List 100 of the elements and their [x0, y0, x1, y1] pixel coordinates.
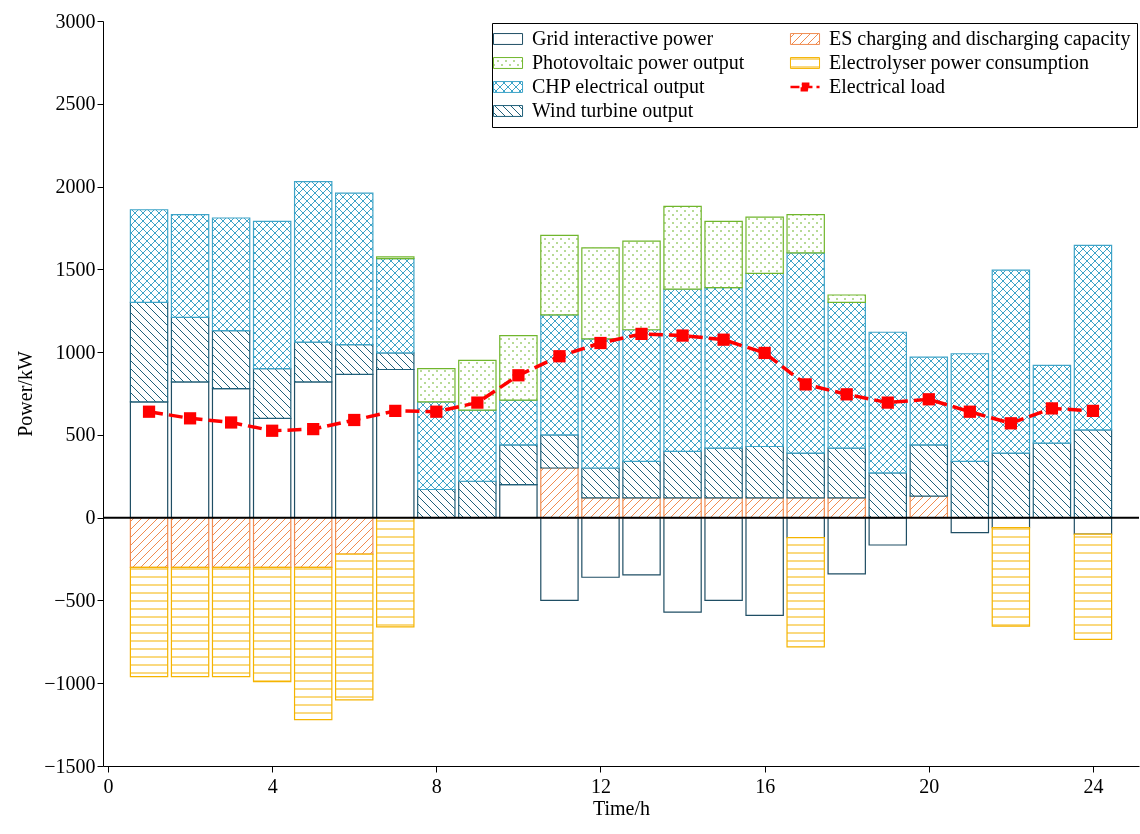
- bar: [211, 217, 251, 332]
- bar: [170, 566, 210, 678]
- bar: [417, 488, 456, 519]
- point: [389, 404, 402, 418]
- bar: [458, 480, 497, 519]
- bar: [786, 497, 825, 519]
- x-tick-label: 12: [590, 774, 611, 797]
- bar: [786, 252, 825, 454]
- bar: [499, 483, 538, 519]
- bar: [622, 329, 661, 462]
- bar: [704, 517, 743, 602]
- bar: [376, 257, 415, 354]
- legend-label: ES charging and discharging capacity: [829, 27, 1131, 50]
- bar: [540, 434, 579, 469]
- bar: [1073, 533, 1113, 640]
- bar: [622, 517, 661, 576]
- x-tick-label: 16: [755, 774, 776, 797]
- bar: [991, 527, 1031, 627]
- bar: [417, 368, 456, 403]
- bar: [293, 381, 333, 519]
- bar: [1032, 442, 1072, 519]
- bar: [211, 329, 251, 390]
- bar: [499, 444, 538, 486]
- point: [963, 405, 976, 418]
- y-tick-label: 2500: [55, 92, 96, 115]
- bar: [704, 497, 743, 519]
- bar: [170, 214, 210, 318]
- bar: [745, 497, 784, 519]
- y-axis-title: Power/kW: [14, 351, 37, 437]
- y-tick-label: −1500: [44, 754, 96, 777]
- point: [512, 369, 525, 382]
- bar: [417, 401, 456, 491]
- bar: [252, 517, 292, 568]
- bar: [376, 368, 415, 519]
- point: [717, 333, 730, 346]
- bar: [745, 216, 784, 275]
- point: [553, 350, 566, 363]
- bar: [950, 353, 990, 462]
- bar: [540, 314, 579, 436]
- bar: [663, 205, 702, 290]
- bar: [334, 373, 374, 519]
- bar: [334, 192, 374, 346]
- bar: [252, 220, 292, 370]
- point: [1045, 402, 1059, 415]
- point: [348, 413, 361, 427]
- bar: [211, 566, 251, 678]
- bar: [827, 517, 866, 575]
- bar: [622, 460, 661, 499]
- legend-label: Photovoltaic power output: [532, 51, 745, 74]
- bar: [663, 450, 702, 499]
- bar: [170, 316, 210, 383]
- bar: [745, 272, 784, 448]
- point: [676, 329, 689, 342]
- bar: [376, 352, 415, 371]
- bar: [827, 294, 866, 304]
- x-axis-title: Time/h: [592, 796, 651, 819]
- legend-label: Electrolyser power consumption: [829, 51, 1089, 74]
- bar: [129, 401, 169, 519]
- bar: [827, 301, 866, 449]
- point: [183, 412, 197, 425]
- bar: [1073, 429, 1113, 519]
- bar: [334, 553, 374, 701]
- point: [471, 396, 484, 409]
- x-tick-label: 0: [103, 774, 114, 797]
- point: [922, 393, 935, 406]
- bar: [581, 497, 620, 519]
- y-tick-label: 0: [85, 506, 96, 529]
- bar: [786, 536, 825, 648]
- bar: [868, 472, 908, 519]
- point: [635, 327, 648, 341]
- bar: [540, 467, 579, 519]
- point: [430, 405, 443, 418]
- bar: [704, 286, 743, 449]
- y-tick-label: 3000: [55, 9, 96, 32]
- bar: [293, 517, 333, 568]
- legend-label: Wind turbine output: [532, 99, 694, 122]
- x-tick-label: 24: [1083, 774, 1104, 797]
- bar: [129, 517, 169, 568]
- bar: [1073, 244, 1113, 431]
- bar: [581, 467, 620, 499]
- legend-label: CHP electrical output: [532, 75, 705, 98]
- bar: [293, 566, 333, 721]
- bar: [786, 214, 825, 254]
- bar: [663, 497, 702, 519]
- bar: [786, 452, 825, 499]
- bar: [950, 460, 990, 519]
- legend-label: Grid interactive power: [532, 27, 714, 50]
- bar: [581, 247, 620, 340]
- bar: [334, 517, 374, 555]
- bar: [499, 334, 538, 401]
- bar: [211, 517, 251, 568]
- point: [307, 422, 320, 436]
- bar: [252, 566, 292, 683]
- legend-label: Electrical load: [829, 75, 946, 97]
- bar: [745, 517, 784, 616]
- y-tick-label: 1000: [55, 340, 96, 363]
- point: [881, 396, 894, 409]
- bar: [252, 368, 292, 419]
- bar: [704, 220, 743, 289]
- y-tick-label: −1000: [44, 671, 96, 694]
